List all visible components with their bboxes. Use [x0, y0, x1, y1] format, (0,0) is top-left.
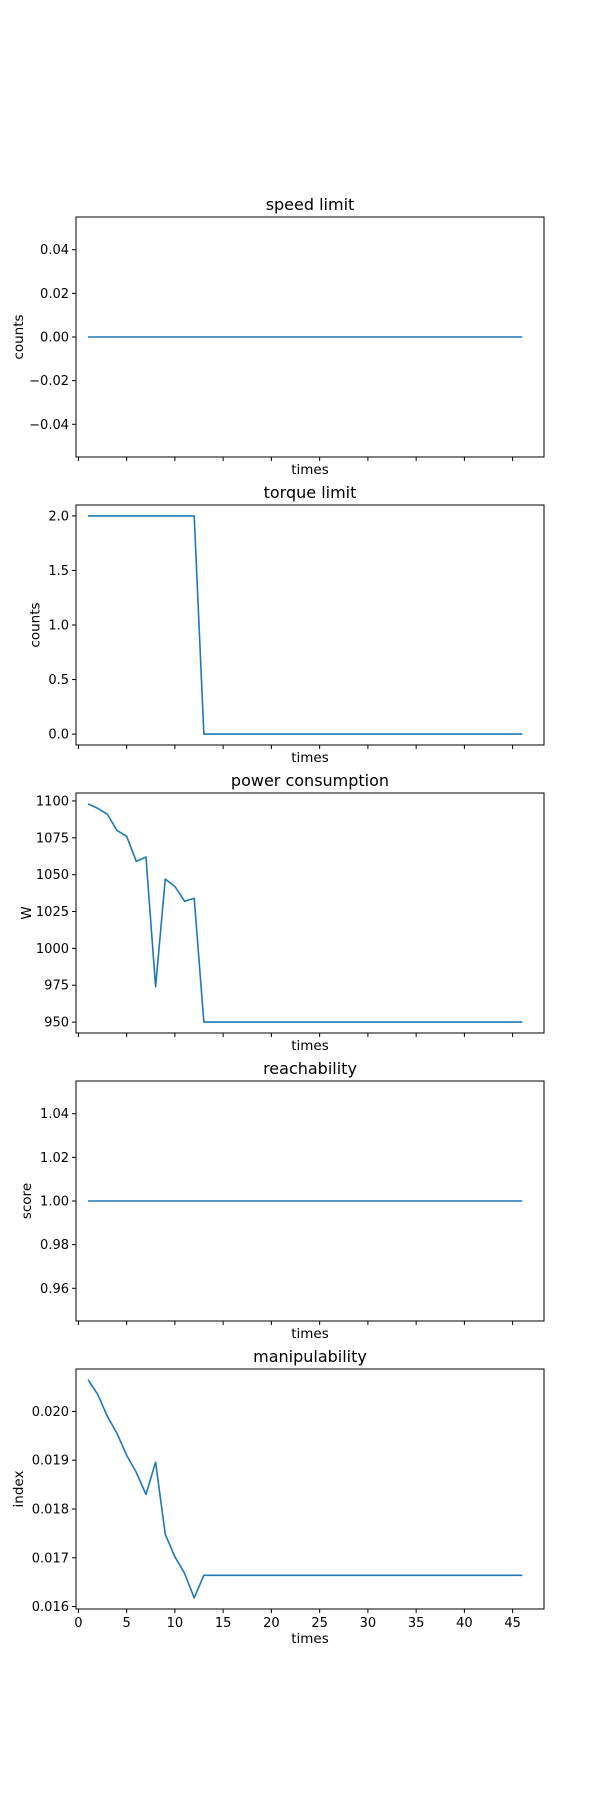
x-tick-label: 15	[215, 1616, 232, 1631]
y-tick-label: 1.02	[40, 1151, 69, 1166]
chart-title: torque limit	[264, 483, 357, 502]
chart-reachability: reachability 0.96 0.98 1.00 1.02 1.04 times sco…	[19, 1059, 545, 1342]
y-tick-label: 0.017	[32, 1551, 69, 1566]
y-tick-label: 1050	[36, 868, 69, 883]
plot-frame	[75, 216, 545, 458]
chart-speed-limit: speed limit −0.04 −0.02 0.00 0.02 0.04 times co…	[11, 195, 545, 478]
y-axis-label: W	[19, 906, 35, 919]
y-tick-label: 1.04	[40, 1107, 69, 1122]
x-tick-label: 10	[167, 1616, 184, 1631]
x-tick-label: 45	[504, 1616, 521, 1631]
y-tick-label: 1075	[36, 831, 69, 846]
y-axis-label: counts	[27, 602, 43, 647]
y-axis-label: counts	[11, 314, 27, 359]
y-axis-label: index	[11, 1471, 27, 1508]
y-tick-label: −0.04	[29, 418, 69, 433]
x-tick-label: 25	[311, 1616, 328, 1631]
y-tick-label: 0.016	[32, 1600, 69, 1615]
plot-frame	[75, 1368, 545, 1610]
series-line	[88, 515, 523, 735]
chart-title: manipulability	[253, 1347, 367, 1366]
chart-torque-limit: torque limit 0.0 0.5 1.0 1.5 2.0 times counts	[27, 483, 545, 766]
x-axis-label: times	[291, 1326, 329, 1342]
y-tick-label: 1100	[36, 794, 69, 809]
y-tick-label: 0.018	[32, 1503, 69, 1518]
y-tick-label: 0.020	[32, 1405, 69, 1420]
y-tick-label: 2.0	[48, 509, 69, 524]
y-tick-label: 0.96	[40, 1282, 69, 1297]
x-tick-label: 5	[123, 1616, 131, 1631]
chart-title: power consumption	[231, 771, 389, 790]
y-axis-label: score	[19, 1183, 35, 1219]
chart-title: reachability	[263, 1059, 357, 1078]
y-tick-label: 0.02	[40, 287, 69, 302]
y-tick-label: 950	[44, 1016, 69, 1031]
plot-frame	[75, 1080, 545, 1322]
y-tick-label: 0.98	[40, 1238, 69, 1253]
y-tick-label: 1025	[36, 905, 69, 920]
y-tick-label: −0.02	[29, 374, 69, 389]
y-tick-label: 975	[44, 979, 69, 994]
x-axis-label: times	[291, 750, 329, 766]
x-tick-label: 20	[263, 1616, 280, 1631]
chart-title: speed limit	[266, 195, 355, 214]
y-tick-label: 0.019	[32, 1454, 69, 1469]
x-axis-label: times	[291, 1038, 329, 1054]
y-tick-label: 1000	[36, 942, 69, 957]
y-tick-label: 1.00	[40, 1195, 69, 1210]
x-axis-label: times	[291, 462, 329, 478]
x-axis-label: times	[291, 1631, 329, 1647]
y-tick-label: 1.5	[48, 564, 69, 579]
x-tick-label: 30	[360, 1616, 377, 1631]
y-tick-label: 0.5	[48, 673, 69, 688]
chart-manipulability: manipulability 0.016 0.017 0.018 0.019 0.020 0…	[11, 1347, 545, 1647]
y-tick-label: 0.04	[40, 243, 69, 258]
x-tick-label: 0	[74, 1616, 82, 1631]
series-line	[87, 803, 523, 1023]
chart-power-consumption: power consumption 950 975 1000 1025 1050 1075 1…	[19, 771, 545, 1054]
x-tick-label: 40	[456, 1616, 473, 1631]
y-tick-label: 0.00	[40, 331, 69, 346]
plot-frame	[75, 504, 545, 746]
y-tick-label: 1.0	[48, 619, 69, 634]
plot-frame	[75, 792, 545, 1034]
series-line	[87, 1379, 523, 1599]
x-tick-label: 35	[408, 1616, 425, 1631]
y-tick-label: 0.0	[48, 728, 69, 743]
